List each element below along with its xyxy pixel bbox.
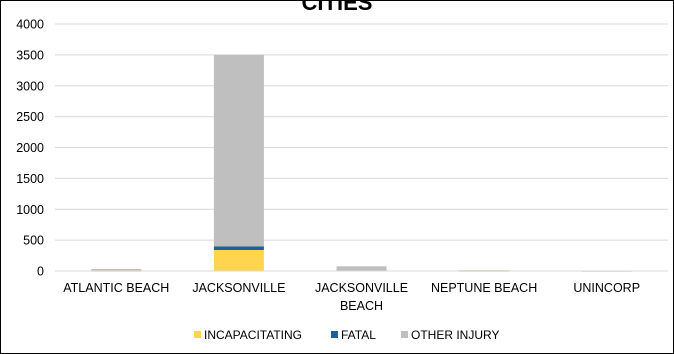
y-tick-label: 3000 [16,79,44,93]
y-tick-label: 2500 [16,110,44,124]
y-tick-label: 1500 [16,172,44,186]
x-tick-label: JACKSONVILLE [192,281,285,295]
x-tick-label: ATLANTIC BEACH [63,281,169,295]
chart-title: CITIES [302,0,373,15]
y-tick-label: 2000 [16,141,44,155]
x-tick-label: NEPTUNE BEACH [431,281,537,295]
bar-segment [91,269,142,271]
x-tick-label: JACKSONVILLE [315,281,408,295]
legend-label: FATAL [341,328,376,342]
y-tick-label: 500 [23,234,44,248]
y-tick-label: 4000 [16,18,44,32]
bar-segment [213,54,264,247]
bar-segment [213,246,264,251]
legend-label: INCAPACITATING [204,328,302,342]
legend-swatch [331,331,338,338]
y-tick-label: 3500 [16,48,44,62]
legend: INCAPACITATING FATAL OTHER INJURY [194,328,499,342]
legend-swatch [401,331,408,338]
y-axis: 0 500 1000 1500 2000 2500 3000 3500 4000 [16,18,44,279]
x-tick-label: BEACH [340,299,383,313]
x-tick-label: UNINCORP [573,281,640,295]
legend-swatch [194,331,201,338]
bars [91,54,632,272]
bar-segment [336,266,387,271]
y-tick-label: 0 [37,265,44,279]
y-tick-label: 1000 [16,203,44,217]
x-axis: ATLANTIC BEACH JACKSONVILLE JACKSONVILLE BE… [55,270,668,313]
legend-label: OTHER INJURY [411,328,499,342]
bar-segment [213,250,264,271]
gridlines [55,23,668,272]
